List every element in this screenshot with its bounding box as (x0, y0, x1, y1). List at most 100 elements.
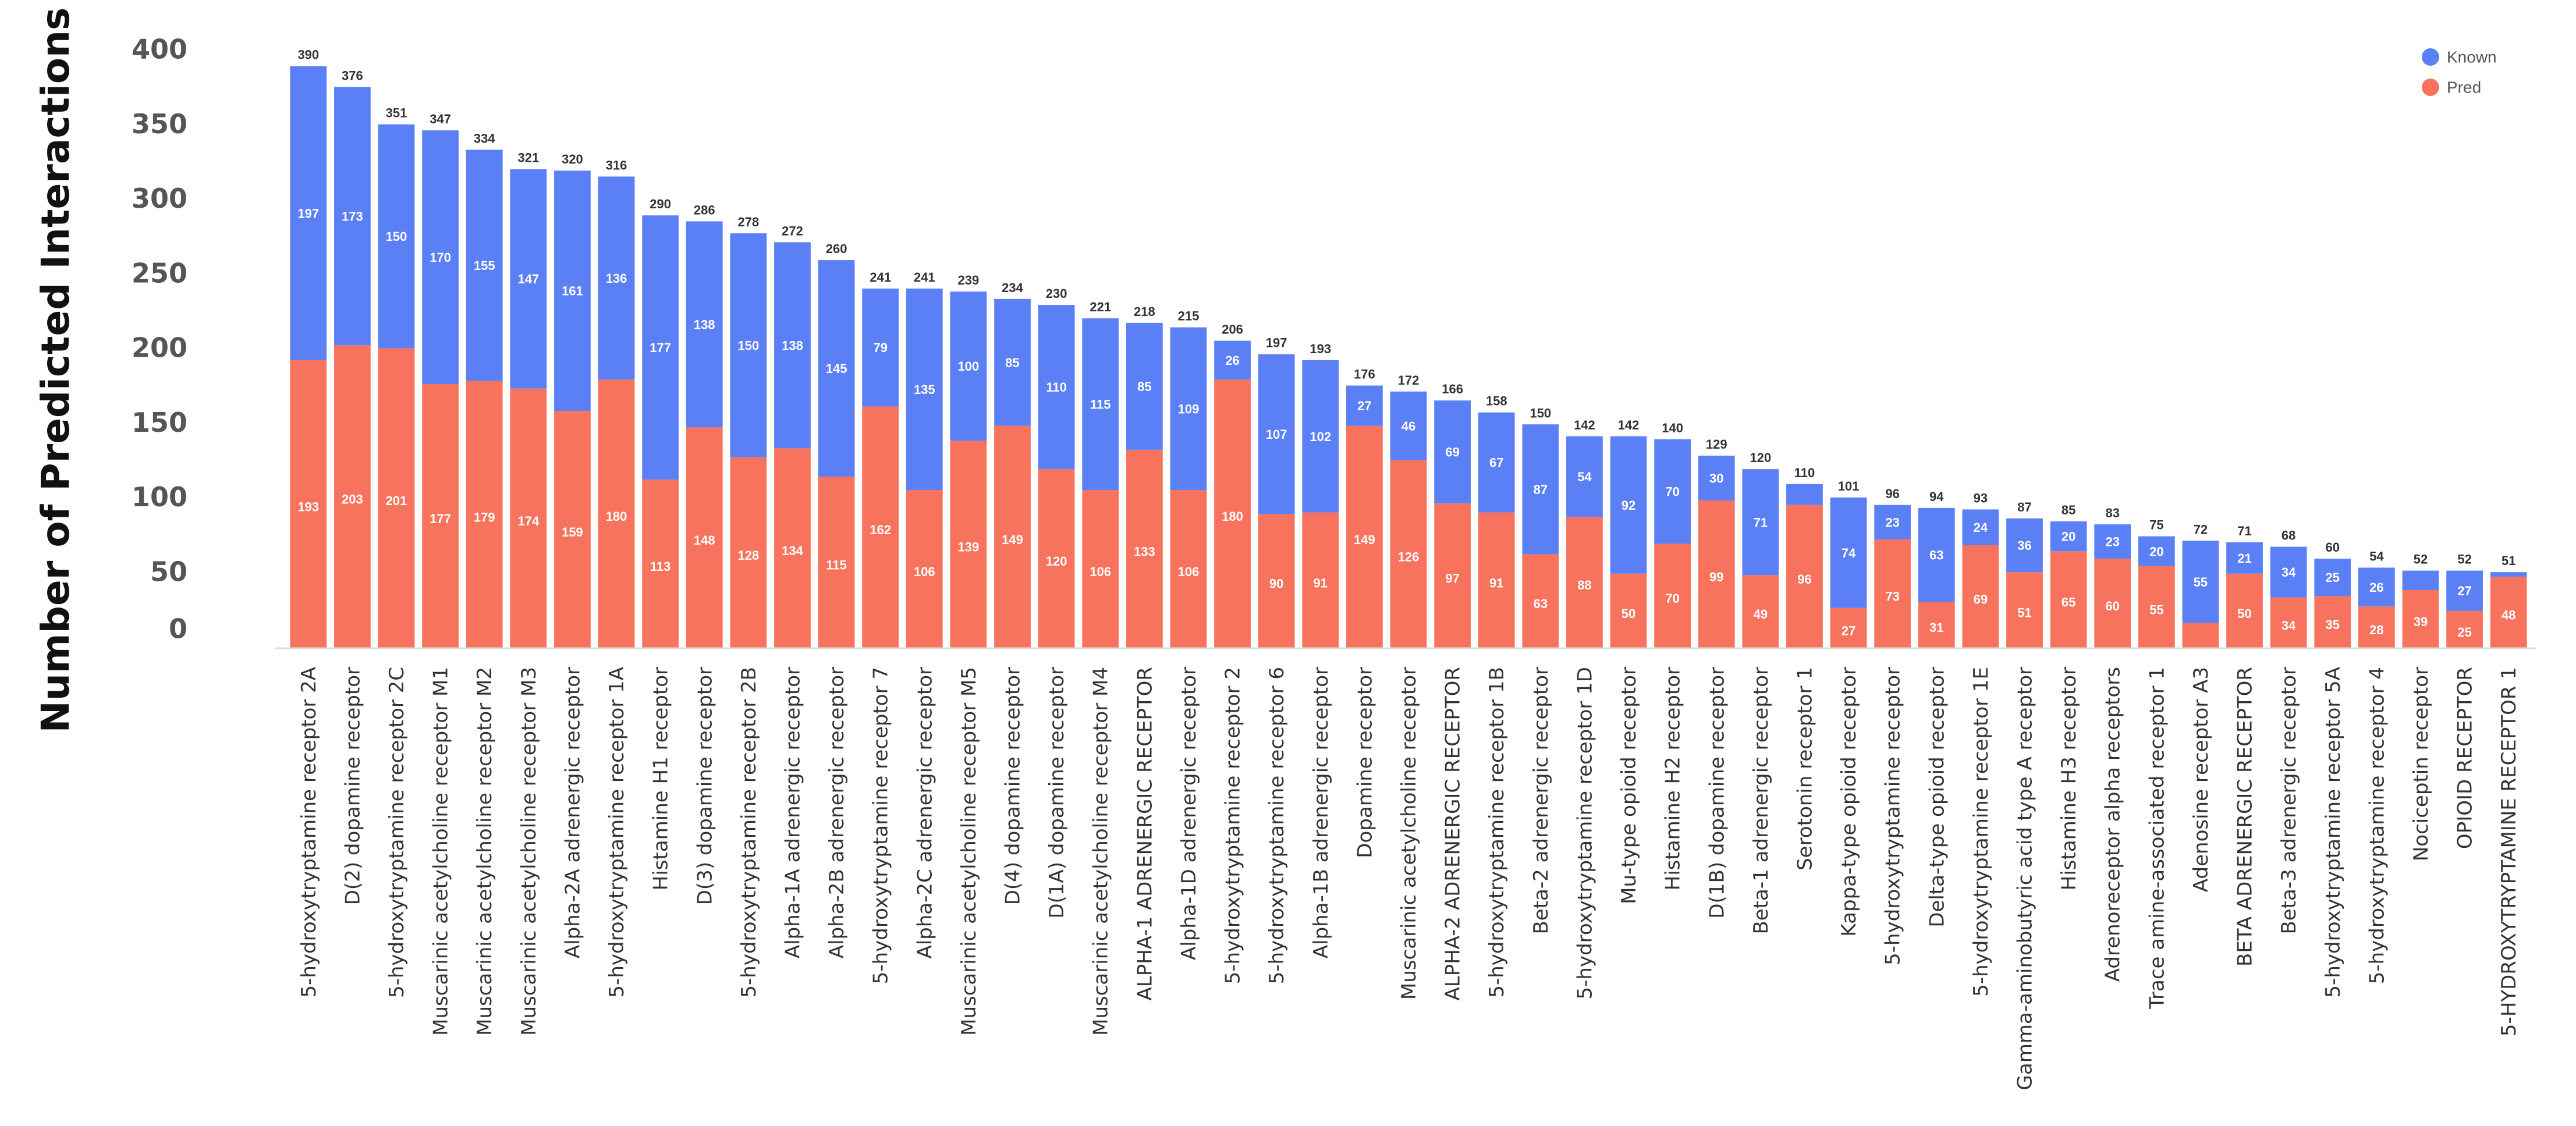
bar-pred-segment (1522, 554, 1559, 648)
bar-pred-segment (862, 406, 899, 648)
bar-pred-value-label: 97 (1445, 571, 1459, 586)
bar-pred-value-label: 120 (1046, 554, 1067, 569)
x-category-label: Beta-1 adrenergic receptor (1750, 667, 1773, 935)
bar-pred-segment (2490, 576, 2527, 648)
bar-pred-value-label: 90 (1269, 577, 1283, 591)
bar-pred-value-label: 139 (958, 540, 980, 555)
bar-pred-value-label: 115 (826, 558, 847, 573)
x-category-label: D(1A) dopamine receptor (1045, 667, 1069, 919)
y-tick-label: 100 (132, 481, 187, 513)
total-labels-group: 390 376 351 347 334 321 320 316 290 286 278 272 260 2… (297, 48, 2515, 569)
bar-known-segment (1258, 354, 1295, 514)
bar-pred-segment (2314, 596, 2351, 648)
bar-pred-value-label: 128 (738, 548, 760, 563)
bar-pred-value-label: 51 (2017, 606, 2031, 620)
bar-pred-segment (1610, 573, 1647, 648)
bar-total-label: 206 (1222, 322, 1243, 337)
bar-pred-value-label: 106 (1178, 564, 1200, 579)
x-category-label: Beta-3 adrenergic receptor (2277, 667, 2301, 935)
x-category-label: D(2) dopamine receptor (341, 667, 364, 905)
bar-total-label: 60 (2326, 540, 2340, 555)
bar-known-segment (598, 176, 635, 380)
bar-pred-value-label: 149 (1002, 532, 1023, 547)
bar-pred-segment (2446, 610, 2483, 648)
bar-total-label: 376 (342, 69, 363, 83)
bar-known-value-label: 74 (1841, 546, 1856, 560)
bar-pred-segment (290, 360, 327, 648)
y-tick-label: 300 (132, 183, 187, 214)
x-category-label: Kappa-type opioid receptor (1837, 667, 1861, 937)
bar-known-segment (1742, 469, 1779, 576)
bar-pred-value-label: 73 (1885, 589, 1899, 603)
bar-known-segment (1566, 436, 1603, 517)
bar-pred-segment (1082, 490, 1119, 648)
bar-pred-segment (1786, 505, 1823, 648)
bar-known-segment (906, 288, 943, 491)
bar-total-label: 215 (1178, 309, 1200, 324)
bar-total-label: 52 (2414, 552, 2428, 567)
x-category-label: D(3) dopamine receptor (693, 667, 716, 905)
bar-pred-value-label: 106 (914, 564, 935, 579)
x-category-label: Nociceptin receptor (2410, 667, 2433, 861)
x-category-label: Alpha-1B adrenergic receptor (1310, 667, 1333, 958)
bar-total-label: 230 (1046, 286, 1067, 301)
bar-pred-segment (466, 381, 503, 648)
bar-known-segment (2446, 570, 2483, 611)
bar-known-segment (950, 291, 987, 441)
bar-known-segment (2402, 570, 2439, 590)
bar-known-value-label: 102 (1310, 429, 1331, 444)
bar-pred-segment (378, 348, 415, 648)
x-category-label: 5-hydroxytryptamine receptor 2B (737, 667, 761, 998)
bar-known-segment (862, 288, 899, 407)
bar-known-segment (818, 260, 855, 477)
y-tick-label: 200 (132, 332, 187, 364)
bar-total-label: 334 (474, 131, 495, 145)
bar-known-segment (730, 233, 767, 457)
bar-pred-value-label: 106 (1090, 564, 1111, 579)
x-category-label: Muscarinic acetylcholine receptor M1 (430, 667, 453, 1036)
bar-known-value-label: 155 (474, 258, 495, 273)
legend[interactable]: Known Pred (2422, 48, 2497, 96)
bar-total-label: 321 (517, 151, 539, 165)
bar-known-value-label: 109 (1178, 402, 1200, 416)
bar-known-segment (1302, 360, 1339, 513)
bar-total-label: 241 (914, 270, 935, 285)
bar-known-value-label: 147 (517, 272, 539, 286)
x-category-label: ALPHA-1 ADRENERGIC RECEPTOR (1133, 667, 1156, 1000)
bar-known-value-label: 24 (1974, 520, 1988, 535)
bar-known-value-label: 161 (562, 284, 583, 299)
legend-known-swatch (2422, 48, 2439, 66)
bar-pred-value-label: 27 (1841, 623, 1855, 638)
bar-total-label: 390 (297, 48, 319, 62)
bar-known-value-label: 138 (782, 338, 803, 353)
bar-known-value-label: 85 (1137, 379, 1151, 394)
bar-known-value-label: 30 (1709, 471, 1723, 486)
x-category-label: D(4) dopamine receptor (1002, 667, 1025, 905)
x-category-label: 5-hydroxytryptamine receptor 6 (1265, 667, 1289, 984)
x-category-label: 5-hydroxytryptamine receptor (1882, 667, 1905, 965)
bar-known-value-label: 20 (2149, 544, 2163, 559)
bar-total-label: 193 (1310, 342, 1331, 356)
bar-known-segment (1874, 505, 1911, 539)
bar-pred-segment (1214, 379, 1251, 648)
bar-pred-segment (774, 448, 811, 648)
bar-pred-value-label: 39 (2414, 614, 2428, 629)
bar-pred-value-label: 193 (297, 499, 319, 514)
bar-pred-segment (1390, 460, 1427, 648)
bar-pred-segment (2006, 572, 2043, 648)
x-category-label: Beta-2 adrenergic receptor (1530, 667, 1553, 935)
x-category-label: Alpha-2C adrenergic receptor (913, 667, 936, 959)
bar-total-label: 286 (694, 203, 715, 217)
bar-total-label: 239 (958, 273, 980, 287)
bar-known-segment (554, 171, 591, 411)
x-category-label: Histamine H3 receptor (2057, 667, 2081, 890)
bar-known-segment (334, 87, 371, 346)
bar-known-segment (1434, 400, 1471, 504)
bar-pred-value-label: 65 (2061, 595, 2075, 610)
bar-known-segment (2490, 572, 2527, 577)
bar-pred-value-label: 148 (694, 533, 715, 548)
bar-pred-segment (2182, 623, 2219, 648)
bar-pred-value-label: 48 (2502, 608, 2515, 622)
bar-total-label: 320 (562, 152, 583, 166)
